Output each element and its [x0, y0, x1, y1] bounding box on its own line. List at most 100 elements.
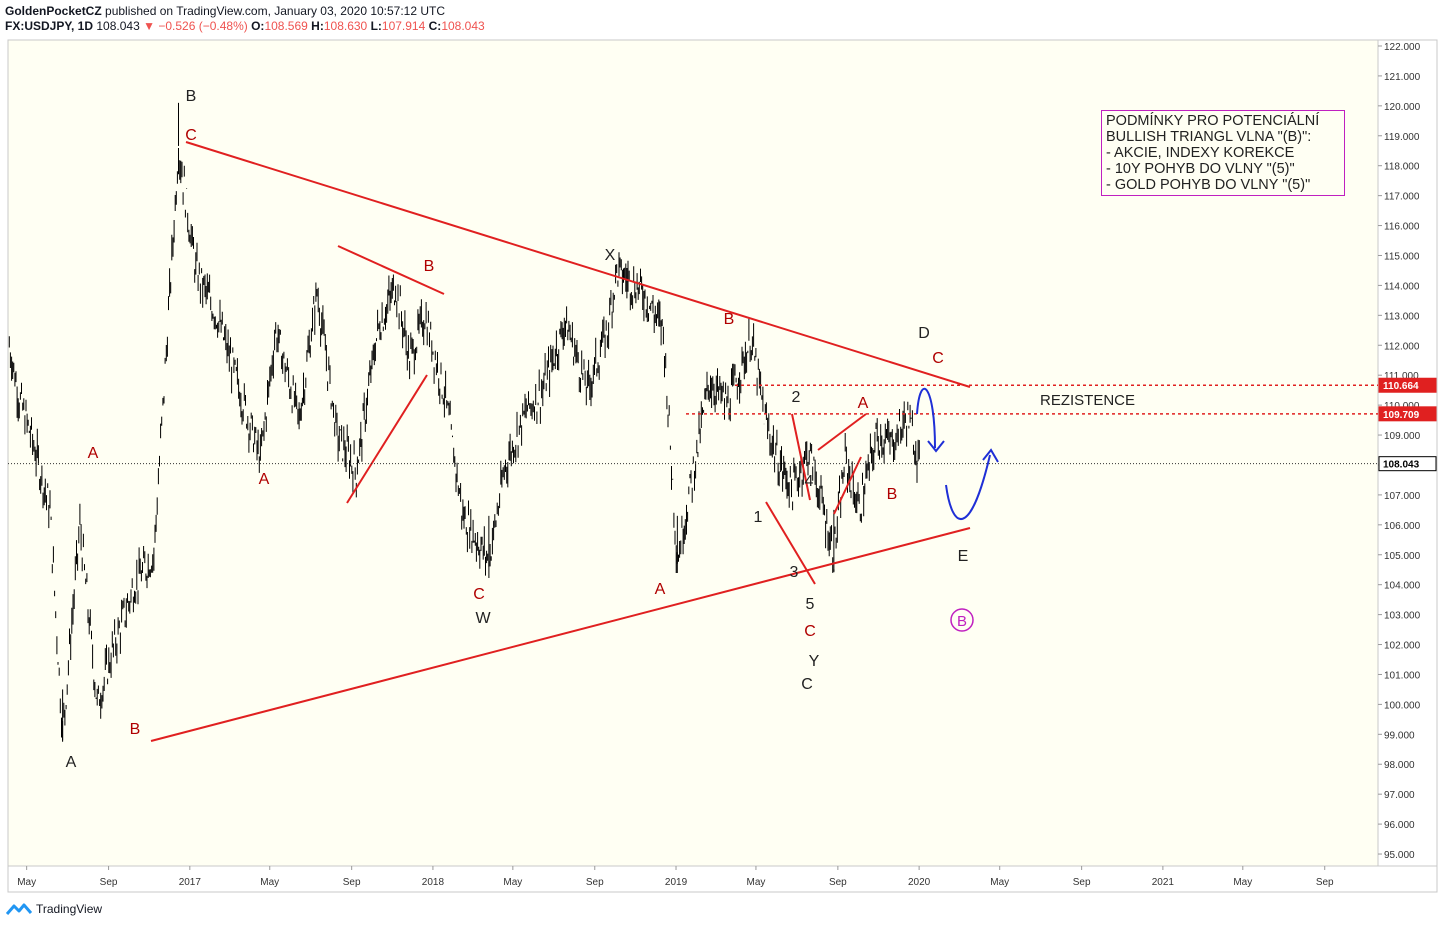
x-tick-label: May [17, 877, 36, 888]
author-name[interactable]: GoldenPocketCZ [5, 4, 102, 18]
arrow-head-icon [982, 448, 999, 463]
chart-header: GoldenPocketCZ published on TradingView.… [5, 4, 485, 34]
wave-label: W [475, 610, 491, 627]
wave-a-upper-line [817, 413, 867, 451]
x-tick-label: May [1233, 877, 1252, 888]
note-line: BULLISH TRIANGL VLNA "(B)": [1106, 129, 1312, 145]
conditions-note[interactable]: PODMÍNKY PRO POTENCIÁLNÍ BULLISH TRIANGL… [1101, 110, 1345, 196]
y-tick-label: 104.000 [1384, 581, 1421, 592]
wave-label: A [88, 445, 99, 462]
x-tick-label: Sep [1073, 877, 1091, 888]
wave-label: A [66, 754, 77, 771]
wave-label: A [655, 581, 666, 598]
x-tick-label: Sep [586, 877, 604, 888]
wave-a-lower-line [833, 456, 862, 515]
y-tick-label: 102.000 [1384, 641, 1421, 652]
wave-label: 1 [754, 509, 763, 526]
y-tick-label: 113.000 [1384, 311, 1420, 322]
x-tick-label: Sep [100, 877, 118, 888]
symbol-label[interactable]: FX:USDJPY, 1D [5, 19, 94, 33]
wave-label: 4 [805, 473, 814, 490]
price-label: 108.043 [1383, 460, 1420, 471]
y-tick-label: 112.000 [1384, 341, 1420, 352]
circled-wave-icon [950, 608, 974, 632]
y-tick-label: 95.000 [1384, 850, 1415, 861]
x-tick-label: 2021 [1152, 877, 1175, 888]
wave-label: 3 [790, 564, 799, 581]
wave-label: C [473, 586, 485, 603]
wave-label: E [958, 548, 969, 565]
x-tick-label: May [260, 877, 279, 888]
circled-wave-label: B [957, 613, 967, 630]
y-tick-label: 98.000 [1384, 760, 1415, 771]
close-value: 108.043 [441, 19, 485, 33]
note-line: PODMÍNKY PRO POTENCIÁLNÍ [1106, 113, 1320, 129]
high-value: 108.630 [323, 19, 368, 33]
rezistence-label: REZISTENCE [1040, 392, 1135, 409]
upper-triangle-trendline [185, 141, 971, 388]
price-label-box [1378, 456, 1437, 472]
open-value: 108.569 [264, 19, 308, 33]
wave-label: C [932, 350, 944, 367]
down-arrow-icon: ▼ [143, 19, 155, 33]
wave-label: D [918, 325, 930, 342]
y-tick-label: 111.000 [1384, 371, 1419, 382]
a-wave-trendline [346, 374, 428, 504]
y-tick-label: 97.000 [1384, 790, 1415, 801]
low-value: 107.914 [381, 19, 426, 33]
y-tick-label: 107.000 [1384, 491, 1421, 502]
x-tick-label: 2018 [422, 877, 445, 888]
y-tick-label: 115.000 [1384, 251, 1420, 262]
note-line: - AKCIE, INDEXY KOREKCE [1106, 145, 1295, 161]
wave-label: B [186, 88, 197, 105]
price-axis-panel [1377, 39, 1438, 867]
open-label: O: [251, 19, 265, 33]
last-price: 108.043 [96, 19, 140, 33]
y-tick-label: 100.000 [1384, 700, 1421, 711]
note-line: - 10Y POHYB DO VLNY "(5)" [1106, 161, 1295, 177]
x-tick-label: Sep [343, 877, 361, 888]
low-label: L: [370, 19, 382, 33]
y-tick-label: 96.000 [1384, 820, 1415, 831]
y-tick-label: 120.000 [1384, 102, 1421, 113]
wave-3-line [765, 501, 816, 585]
x-tick-label: 2017 [179, 877, 202, 888]
wave-label: B [724, 311, 735, 328]
tradingview-logo-icon [6, 903, 32, 915]
x-tick-label: Sep [829, 877, 847, 888]
wave-label: 2 [792, 389, 801, 406]
x-tick-label: May [990, 877, 1009, 888]
wave-label: X [605, 247, 616, 264]
wave-label: C [185, 127, 197, 144]
published-text: published on TradingView.com, January 03… [105, 4, 446, 18]
tradingview-brand: TradingView [36, 902, 103, 916]
y-tick-label: 103.000 [1384, 611, 1421, 622]
projection-arrow-d [916, 387, 936, 449]
wave-label: A [259, 471, 270, 488]
arrow-head-icon [927, 440, 945, 453]
wave-label: B [424, 258, 435, 275]
projection-arrow-e [945, 454, 991, 520]
y-tick-label: 101.000 [1384, 670, 1421, 681]
high-label: H: [311, 19, 324, 33]
close-label: C: [428, 19, 442, 33]
y-tick-label: 119.000 [1384, 132, 1420, 143]
x-tick-label: 2019 [665, 877, 688, 888]
x-tick-label: May [746, 877, 765, 888]
wave-label: A [858, 395, 869, 412]
price-label: 110.664 [1383, 381, 1419, 392]
y-tick-label: 114.000 [1384, 281, 1420, 292]
price-label-box [1378, 377, 1437, 393]
y-tick-label: 122.000 [1384, 42, 1421, 53]
y-tick-label: 106.000 [1384, 521, 1421, 532]
wave-label: C [804, 623, 816, 640]
price-label-box [1378, 406, 1437, 422]
x-tick-label: Sep [1316, 877, 1334, 888]
wave-label: 5 [806, 596, 815, 613]
x-tick-label: 2020 [908, 877, 931, 888]
y-tick-label: 99.000 [1384, 730, 1415, 741]
wave-label: B [130, 721, 141, 738]
y-tick-label: 109.000 [1384, 431, 1421, 442]
b-wave-trendline [337, 245, 445, 295]
tradingview-footer[interactable]: TradingView [6, 902, 102, 916]
